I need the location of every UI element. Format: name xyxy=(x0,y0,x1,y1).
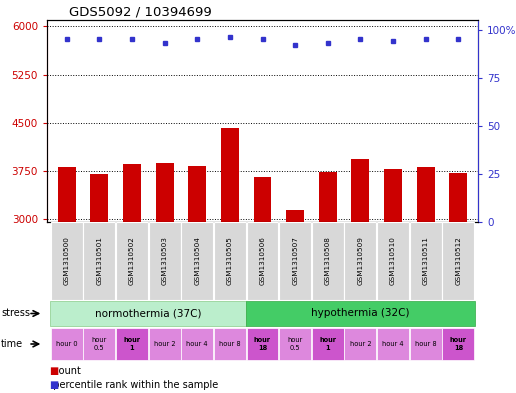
Text: GSM1310502: GSM1310502 xyxy=(129,237,135,285)
Text: hour 8: hour 8 xyxy=(415,341,437,347)
Bar xyxy=(279,222,311,300)
Text: percentile rank within the sample: percentile rank within the sample xyxy=(47,380,218,390)
Text: hour
0.5: hour 0.5 xyxy=(92,338,107,351)
Bar xyxy=(345,222,377,300)
Text: GSM1310511: GSM1310511 xyxy=(423,237,429,285)
Bar xyxy=(181,329,213,360)
Bar xyxy=(149,329,181,360)
Text: GSM1310500: GSM1310500 xyxy=(63,237,70,285)
Bar xyxy=(279,329,311,360)
Bar xyxy=(181,222,213,300)
Text: GSM1310503: GSM1310503 xyxy=(162,237,168,285)
Bar xyxy=(221,128,239,222)
Text: normothermia (37C): normothermia (37C) xyxy=(95,309,201,318)
Text: GSM1310507: GSM1310507 xyxy=(292,237,298,285)
Text: GSM1310501: GSM1310501 xyxy=(96,237,102,285)
Bar xyxy=(312,329,344,360)
Text: stress: stress xyxy=(1,309,30,318)
Text: GSM1310508: GSM1310508 xyxy=(325,237,331,285)
Text: hour 0: hour 0 xyxy=(56,341,77,347)
Text: ■: ■ xyxy=(50,365,59,376)
Bar xyxy=(351,159,369,222)
Bar xyxy=(319,172,337,222)
Bar xyxy=(188,165,206,222)
Bar xyxy=(345,329,377,360)
Bar xyxy=(83,222,115,300)
Text: count: count xyxy=(47,365,81,376)
Bar xyxy=(149,222,181,300)
Text: hour 8: hour 8 xyxy=(219,341,240,347)
Text: hour 4: hour 4 xyxy=(186,341,208,347)
Text: GSM1310512: GSM1310512 xyxy=(456,237,461,285)
Bar xyxy=(246,301,475,326)
Bar xyxy=(442,329,474,360)
Bar xyxy=(247,329,279,360)
Text: hour 2: hour 2 xyxy=(350,341,372,347)
Bar xyxy=(155,163,173,222)
Bar xyxy=(449,173,467,222)
Bar xyxy=(51,222,83,300)
Text: hour
18: hour 18 xyxy=(450,338,467,351)
Text: ■: ■ xyxy=(50,380,59,390)
Bar xyxy=(214,329,246,360)
Text: hour
18: hour 18 xyxy=(254,338,271,351)
Text: GDS5092 / 10394699: GDS5092 / 10394699 xyxy=(69,6,211,19)
Bar xyxy=(83,329,115,360)
Bar xyxy=(442,222,474,300)
Text: hour
1: hour 1 xyxy=(123,338,140,351)
Bar xyxy=(312,222,344,300)
Text: hour 2: hour 2 xyxy=(154,341,175,347)
Bar xyxy=(116,222,148,300)
Text: GSM1310506: GSM1310506 xyxy=(260,237,266,285)
Bar xyxy=(417,167,435,222)
Bar xyxy=(384,169,402,222)
Text: time: time xyxy=(1,339,23,349)
Bar xyxy=(58,167,75,222)
Bar xyxy=(377,222,409,300)
Bar xyxy=(51,329,83,360)
Text: GSM1310510: GSM1310510 xyxy=(390,237,396,285)
Text: hour 4: hour 4 xyxy=(382,341,404,347)
Bar xyxy=(410,222,442,300)
Bar xyxy=(286,211,304,222)
Text: hour
0.5: hour 0.5 xyxy=(287,338,303,351)
Bar xyxy=(116,329,148,360)
Text: GSM1310505: GSM1310505 xyxy=(227,237,233,285)
Bar xyxy=(253,177,271,222)
Bar xyxy=(123,164,141,222)
Bar xyxy=(377,329,409,360)
Text: hypothermia (32C): hypothermia (32C) xyxy=(311,309,410,318)
Bar xyxy=(247,222,279,300)
Text: GSM1310509: GSM1310509 xyxy=(358,237,363,285)
Text: hour
1: hour 1 xyxy=(319,338,336,351)
Text: GSM1310504: GSM1310504 xyxy=(194,237,200,285)
Bar xyxy=(90,174,108,222)
Bar xyxy=(410,329,442,360)
Bar xyxy=(50,301,246,326)
Bar xyxy=(214,222,246,300)
